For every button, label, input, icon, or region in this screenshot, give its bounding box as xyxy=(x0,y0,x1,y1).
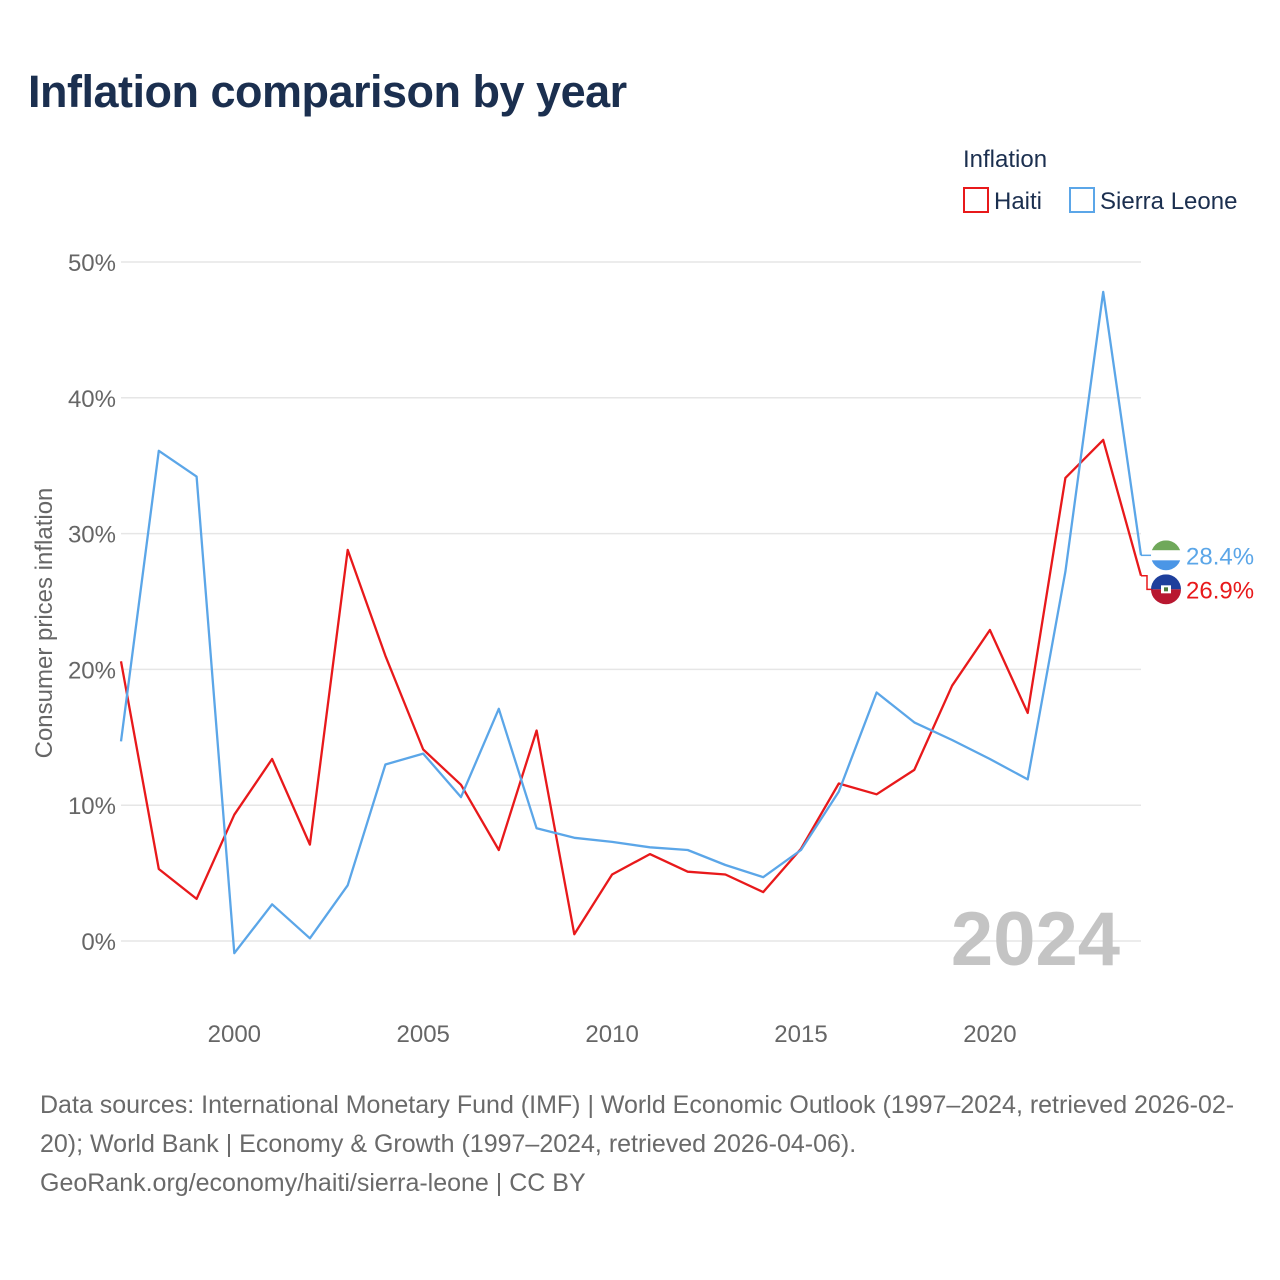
year-watermark: 2024 xyxy=(951,897,1120,982)
y-tick-label: 10% xyxy=(68,793,116,820)
x-tick-label: 2000 xyxy=(208,1021,261,1048)
x-tick-label: 2010 xyxy=(585,1021,638,1048)
series-lines xyxy=(119,290,1143,955)
x-tick-label: 2020 xyxy=(963,1021,1016,1048)
haiti-flag-icon xyxy=(1151,574,1181,605)
data-sources-text: Data sources: International Monetary Fun… xyxy=(40,1091,1235,1158)
y-axis-label: Consumer prices inflation xyxy=(31,488,58,759)
legend-label: Sierra Leone xyxy=(1100,188,1237,215)
grid-lines xyxy=(121,261,1141,942)
y-tick-label: 20% xyxy=(68,657,116,684)
y-tick-label: 40% xyxy=(68,386,116,413)
x-tick-label: 2015 xyxy=(774,1021,827,1048)
legend-item-sierra-leone: Sierra Leone xyxy=(1069,187,1237,215)
sierra-leone-end-value-label: 28.4% xyxy=(1186,543,1254,570)
chart-title: Inflation comparison by year xyxy=(28,66,627,117)
y-tick-label: 30% xyxy=(68,522,116,549)
end-markers: 28.4% 26.9% xyxy=(1141,540,1254,605)
x-tick-label: 2005 xyxy=(397,1021,450,1048)
legend-label: Haiti xyxy=(994,188,1042,215)
sierra-leone-flag-icon xyxy=(1151,540,1181,571)
source-footer: Data sources: International Monetary Fun… xyxy=(40,1086,1250,1203)
legend-title: Inflation xyxy=(963,146,1047,173)
x-axis-ticks: 2000 2005 2010 2015 2020 xyxy=(208,1021,1017,1048)
series-line-haiti xyxy=(119,438,1143,936)
legend: Inflation Haiti Sierra Leone xyxy=(963,146,1237,215)
haiti-end-value-label: 26.9% xyxy=(1186,577,1254,604)
y-tick-label: 50% xyxy=(68,250,116,277)
legend-swatch xyxy=(963,187,989,213)
legend-swatch xyxy=(1069,187,1095,213)
leader-line xyxy=(1141,574,1153,591)
y-tick-label: 0% xyxy=(81,929,116,956)
license-text: GeoRank.org/economy/haiti/sierra-leone |… xyxy=(40,1169,586,1197)
y-axis-ticks: 0% 10% 20% 30% 40% 50% xyxy=(68,250,116,956)
series-line-sierra-leone xyxy=(119,290,1143,955)
legend-item-haiti: Haiti xyxy=(963,187,1042,215)
